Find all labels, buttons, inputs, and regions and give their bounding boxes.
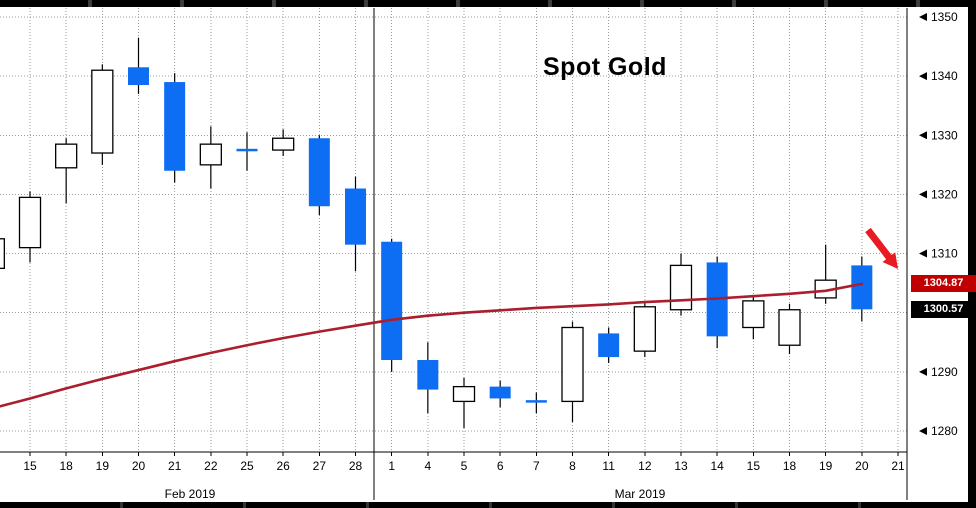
month-label-mar: Mar 2019: [614, 487, 666, 501]
candle-20-14: [706, 256, 728, 349]
y-tick-label: 1350: [931, 10, 958, 24]
candle-14-6: [489, 380, 511, 408]
bottom-clipped-statusbar: [0, 502, 976, 508]
y-tick-arrow-icon: [919, 190, 927, 199]
chart-title: Spot Gold: [543, 53, 667, 81]
x-tick-label: 18: [59, 459, 73, 473]
y-tick-arrow-icon: [919, 249, 927, 258]
x-tick-label: 14: [710, 459, 724, 473]
x-tick-label: 15: [23, 459, 37, 473]
x-tick-label: 13: [674, 459, 688, 473]
candle-21-15: [742, 294, 765, 340]
candle-6-22: [199, 126, 222, 189]
ma-price-tag: 1304.87: [911, 275, 976, 292]
candle-13-5: [452, 377, 476, 429]
x-tick-label: 28: [349, 459, 363, 473]
x-tick-label: 8: [569, 459, 576, 473]
candle-9-27: [308, 135, 330, 216]
y-tick-arrow-icon: [919, 426, 927, 435]
x-tick-label: 7: [533, 459, 540, 473]
y-tick-arrow-icon: [919, 367, 927, 376]
y-tick-label: 1330: [931, 128, 958, 142]
candles: [0, 37, 873, 429]
x-tick-label: 6: [497, 459, 504, 473]
x-tick-label: 11: [602, 459, 615, 473]
x-tick-label: 1: [388, 459, 395, 473]
y-tick-label: 1340: [931, 69, 958, 83]
y-tick-label: 1290: [931, 365, 958, 379]
candle-5-21: [164, 73, 186, 183]
y-axis-labels: 1350 1340 1330 1320 1310 1290 1280: [919, 10, 958, 438]
candle-16-8: [561, 321, 584, 423]
x-axis-labels: 15 18 19 20 21 22 25 26 27 28 1 4 5 6 7 8 11 12 13 14 15 18 19…: [23, 459, 905, 473]
x-tick-label: 18: [783, 459, 797, 473]
candle-19-13: [669, 253, 693, 316]
y-tick-arrow-icon: [919, 13, 927, 21]
candle-4-20: [128, 37, 150, 94]
candle-22-18: [778, 303, 801, 355]
moving-average-line: [0, 282, 864, 408]
candle-11-1: [381, 238, 403, 372]
candle-clipped: [0, 238, 5, 269]
candle-10-28: [345, 176, 367, 272]
x-tick-label: 22: [204, 459, 218, 473]
x-tick-label: 20: [132, 459, 146, 473]
candle-24-20: [851, 256, 873, 322]
candle-7-25: [236, 132, 258, 171]
x-tick-label: 12: [638, 459, 652, 473]
x-tick-label: 21: [168, 459, 182, 473]
candle-8-26: [272, 129, 295, 156]
y-tick-label: 1280: [931, 424, 958, 438]
candle-1-15: [18, 191, 42, 263]
x-tick-label: 19: [96, 459, 110, 473]
right-edge-bar: [968, 0, 976, 508]
candle-17-11: [598, 327, 620, 363]
x-tick-label: 15: [747, 459, 761, 473]
candle-2-18: [55, 138, 78, 204]
candle-23-19: [814, 244, 837, 304]
candle-3-19: [91, 64, 114, 165]
x-tick-label: 27: [313, 459, 327, 473]
y-tick-label: 1320: [931, 187, 958, 201]
y-tick-arrow-icon: [919, 72, 927, 81]
month-label-feb: Feb 2019: [164, 487, 216, 501]
candle-12-4: [417, 342, 439, 414]
x-tick-label: 20: [855, 459, 869, 473]
x-tick-label: 21: [891, 459, 905, 473]
x-axis-tickmarks: [29, 452, 899, 456]
candle-18-12: [633, 300, 656, 358]
last-price-tag: 1300.57: [911, 301, 976, 318]
y-tick-label: 1310: [931, 247, 958, 261]
top-clipped-toolbar: [0, 0, 976, 7]
x-tick-label: 19: [819, 459, 833, 473]
x-tick-label: 4: [424, 459, 431, 473]
y-tick-arrow-icon: [919, 131, 927, 140]
x-tick-label: 25: [240, 459, 254, 473]
x-tick-label: 5: [461, 459, 468, 473]
x-tick-label: 26: [276, 459, 290, 473]
annotation-arrow-icon: [865, 227, 898, 269]
candle-15-7: [525, 392, 547, 414]
